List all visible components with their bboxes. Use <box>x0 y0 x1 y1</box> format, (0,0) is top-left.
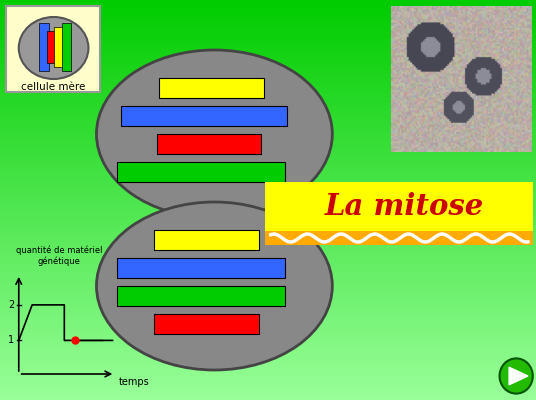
Ellipse shape <box>96 202 332 370</box>
Text: 1: 1 <box>9 335 14 346</box>
Bar <box>265 182 533 234</box>
Bar <box>157 134 262 154</box>
Polygon shape <box>509 367 528 385</box>
Bar <box>39 23 49 71</box>
FancyBboxPatch shape <box>6 6 100 92</box>
Text: quantité de matériel
génétique: quantité de matériel génétique <box>16 246 102 266</box>
Text: La mitose: La mitose <box>325 192 485 222</box>
Ellipse shape <box>500 358 533 394</box>
Bar <box>121 106 287 126</box>
Bar <box>117 258 285 278</box>
Bar <box>54 27 64 67</box>
Ellipse shape <box>96 50 332 218</box>
Bar <box>154 230 258 250</box>
Text: temps: temps <box>119 377 150 387</box>
Bar <box>117 286 285 306</box>
Text: 2: 2 <box>8 300 14 310</box>
Bar <box>265 231 533 245</box>
Ellipse shape <box>19 17 88 79</box>
Bar <box>62 23 71 71</box>
Text: cellule mère: cellule mère <box>21 82 86 92</box>
Bar <box>47 31 56 63</box>
Bar <box>159 78 264 98</box>
Bar <box>117 162 285 182</box>
Bar <box>154 314 258 334</box>
